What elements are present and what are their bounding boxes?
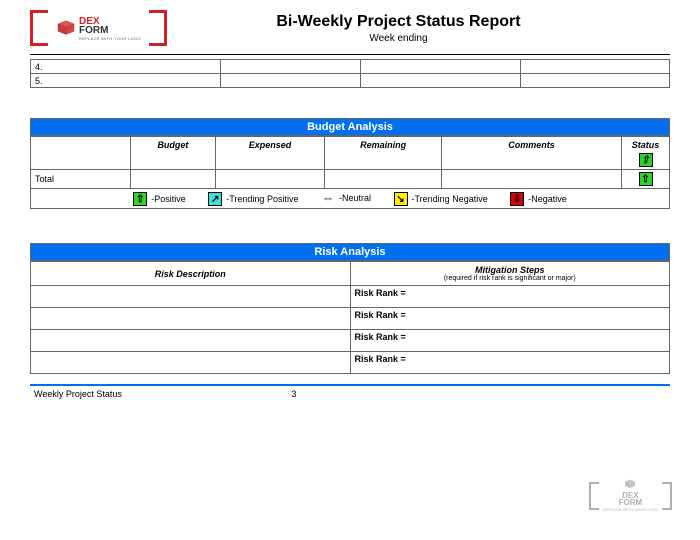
footer: Weekly Project Status 3 <box>30 386 670 399</box>
budget-section-header: Budget Analysis <box>30 118 670 136</box>
page-subtitle: Week ending <box>127 33 670 44</box>
table-row: Risk Rank = <box>31 330 670 352</box>
budget-row-label: Total <box>31 170 131 189</box>
risk-rank-cell: Risk Rank = <box>350 330 670 352</box>
logo-brand-bottom: FORM <box>79 25 108 36</box>
budget-table: Budget Expensed Remaining Comments Statu… <box>30 136 670 209</box>
col-status: Status ⇧ <box>622 137 670 170</box>
top-row-label: 4. <box>31 60 221 74</box>
page-title: Bi-Weekly Project Status Report <box>127 13 670 31</box>
legend-trending-positive-icon: ↗ <box>208 192 222 206</box>
col-mitigation: Mitigation Steps (required if risk rank … <box>350 262 670 286</box>
title-block: Bi-Weekly Project Status Report Week end… <box>127 13 670 44</box>
col-comments: Comments <box>442 137 622 170</box>
risk-section-header: Risk Analysis <box>30 243 670 261</box>
col-budget: Budget <box>131 137 216 170</box>
header-rule <box>30 54 670 55</box>
status-positive-icon: ⇧ <box>639 153 653 167</box>
top-row-label: 5. <box>31 74 221 88</box>
legend-trending-negative-icon: ↘ <box>394 192 408 206</box>
page-number: 3 <box>291 389 296 399</box>
col-expensed: Expensed <box>215 137 324 170</box>
legend-row: ⇧- Positive ↗- Trending Positive ⇔- Neut… <box>31 189 670 209</box>
col-risk-description: Risk Description <box>31 262 351 286</box>
table-row: Risk Rank = <box>31 308 670 330</box>
bracket-left <box>30 10 48 46</box>
legend-negative-icon: ⇩ <box>510 192 524 206</box>
status-positive-icon: ⇧ <box>639 172 653 186</box>
risk-rank-cell: Risk Rank = <box>350 352 670 374</box>
table-row: 5. <box>31 74 670 88</box>
risk-rank-cell: Risk Rank = <box>350 308 670 330</box>
table-row: 4. <box>31 60 670 74</box>
table-row: Risk Rank = <box>31 286 670 308</box>
table-row: Total ⇧ <box>31 170 670 189</box>
watermark-cube-icon <box>623 479 637 489</box>
legend-positive-icon: ⇧ <box>133 192 147 206</box>
legend-neutral-icon: ⇔ <box>321 191 335 205</box>
col-remaining: Remaining <box>325 137 442 170</box>
document-header: DEX FORM REPLACE WITH YOUR LOGO Bi-Weekl… <box>30 10 670 46</box>
risk-table: Risk Description Mitigation Steps (requi… <box>30 261 670 374</box>
table-row: Risk Rank = <box>31 352 670 374</box>
logo-cube-icon <box>56 20 76 36</box>
risk-rank-cell: Risk Rank = <box>350 286 670 308</box>
footer-left: Weekly Project Status <box>34 389 122 399</box>
watermark-logo: DEX FORM REPLACE WITH YOUR LOGO <box>589 479 672 512</box>
top-items-table: 4. 5. <box>30 59 670 88</box>
